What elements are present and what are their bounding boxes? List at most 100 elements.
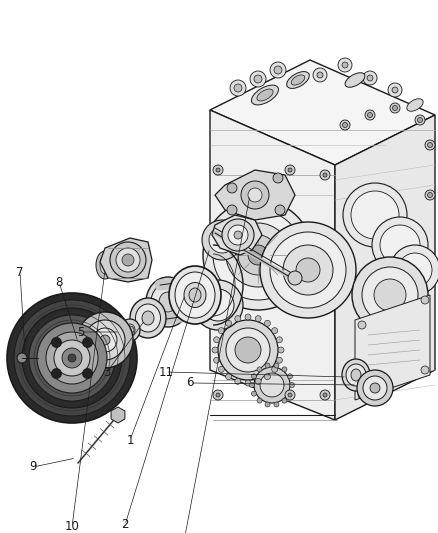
Circle shape [234,231,242,239]
Circle shape [193,280,243,330]
Circle shape [216,393,220,397]
Text: 2: 2 [121,519,129,531]
Circle shape [209,227,235,253]
Circle shape [380,225,420,265]
Circle shape [230,80,246,96]
Circle shape [276,337,283,343]
Circle shape [250,383,254,387]
Circle shape [390,245,438,295]
Ellipse shape [346,364,366,386]
Circle shape [126,326,134,334]
Circle shape [276,357,283,363]
Circle shape [122,254,134,266]
Circle shape [363,71,377,85]
Circle shape [392,87,398,93]
Circle shape [415,115,425,125]
Circle shape [390,103,400,113]
Circle shape [270,232,346,308]
Circle shape [85,320,125,360]
Circle shape [388,83,402,97]
Polygon shape [215,170,295,220]
Circle shape [54,340,90,376]
Circle shape [235,316,241,321]
Circle shape [323,173,327,177]
Polygon shape [100,238,152,282]
Circle shape [340,120,350,130]
Circle shape [260,222,356,318]
Circle shape [254,367,290,403]
Circle shape [374,279,406,311]
Text: 5: 5 [78,326,85,338]
Circle shape [214,357,219,363]
Circle shape [287,391,293,396]
Circle shape [51,337,61,348]
Circle shape [287,374,293,379]
Circle shape [227,183,237,193]
Circle shape [421,366,429,374]
Circle shape [357,370,393,406]
Circle shape [46,332,98,384]
Circle shape [248,188,262,202]
Ellipse shape [287,71,309,88]
Circle shape [82,368,92,378]
Circle shape [29,315,115,401]
Circle shape [425,190,435,200]
Circle shape [362,267,418,323]
Circle shape [216,168,220,172]
Circle shape [251,374,257,379]
Circle shape [270,62,286,78]
Circle shape [245,380,251,386]
Circle shape [343,183,407,247]
Circle shape [274,66,282,74]
Circle shape [265,363,270,368]
Circle shape [320,390,330,400]
Circle shape [218,366,224,373]
Circle shape [218,328,224,334]
Circle shape [282,398,287,403]
Circle shape [352,257,428,333]
Circle shape [288,393,292,397]
Ellipse shape [189,288,201,302]
Circle shape [272,328,278,334]
Circle shape [425,140,435,150]
Circle shape [372,217,428,273]
Circle shape [285,165,295,175]
Polygon shape [355,295,430,400]
Circle shape [227,205,237,215]
Circle shape [214,337,219,343]
Circle shape [358,321,366,329]
Circle shape [338,58,352,72]
Circle shape [317,72,323,78]
Ellipse shape [100,256,110,274]
Circle shape [260,373,284,397]
Circle shape [238,235,278,275]
Circle shape [273,173,283,183]
Ellipse shape [291,75,305,85]
Circle shape [235,337,261,363]
Circle shape [370,383,380,393]
Circle shape [282,367,287,372]
Circle shape [226,328,270,372]
Circle shape [251,391,257,396]
Ellipse shape [175,272,215,318]
Circle shape [245,314,251,320]
Circle shape [392,106,398,110]
Circle shape [417,117,423,123]
Ellipse shape [96,251,114,279]
Polygon shape [210,60,435,165]
Circle shape [241,181,269,209]
Circle shape [265,320,270,326]
Circle shape [255,316,261,321]
Ellipse shape [184,282,206,308]
Circle shape [323,393,327,397]
Ellipse shape [407,99,423,111]
Circle shape [100,335,110,345]
Circle shape [398,253,432,287]
Circle shape [296,258,320,282]
Circle shape [250,71,266,87]
Circle shape [228,225,248,245]
Circle shape [343,123,347,127]
Circle shape [213,390,223,400]
Ellipse shape [142,311,154,325]
Polygon shape [212,215,262,255]
